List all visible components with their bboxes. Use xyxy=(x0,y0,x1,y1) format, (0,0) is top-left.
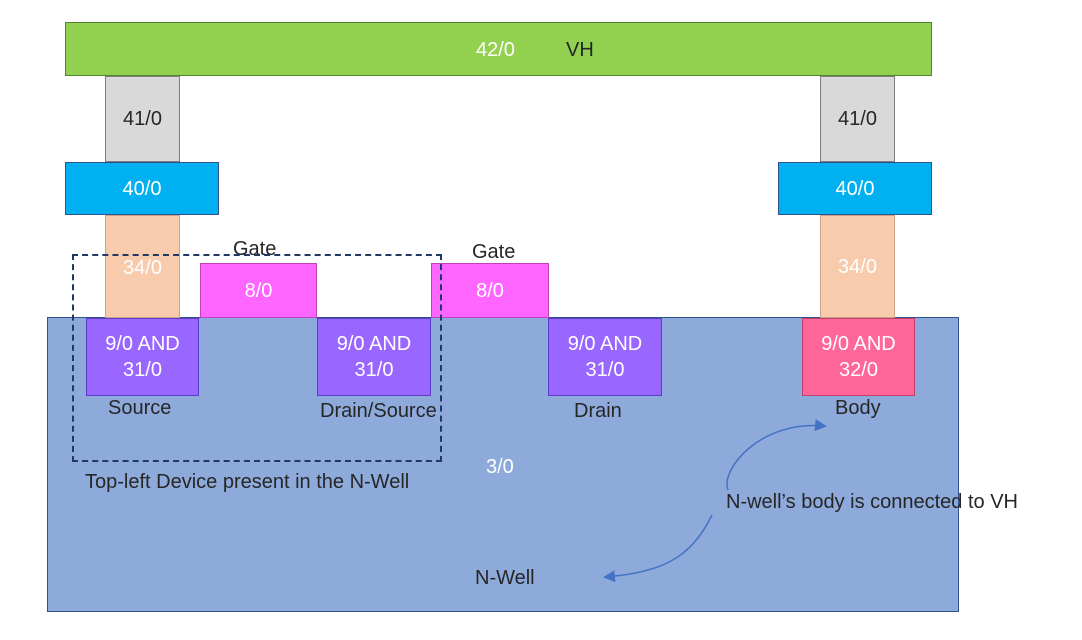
drain-source-label: Drain/Source xyxy=(320,400,437,422)
contact34-right-label: 34/0 xyxy=(838,255,877,278)
poly-gate-right: 8/0 xyxy=(431,263,549,318)
contact34-right: 34/0 xyxy=(820,215,895,318)
diffusion-drain-source: 9/0 AND 31/0 xyxy=(317,318,431,396)
body-label: Body xyxy=(835,397,881,419)
diffusion-drain-source-label: 9/0 AND 31/0 xyxy=(336,333,412,381)
via41-right-label: 41/0 xyxy=(838,108,877,130)
vh-layer-label: 42/0 xyxy=(476,39,515,61)
contact34-left-label: 34/0 xyxy=(123,257,162,279)
via41-left: 41/0 xyxy=(105,76,180,162)
nwell-name-label: N-Well xyxy=(475,567,535,589)
nwell-layer-label: 3/0 xyxy=(486,456,514,478)
device-caption: Top-left Device present in the N-Well xyxy=(85,471,410,493)
via40-left: 40/0 xyxy=(65,162,219,215)
vh-metal-bar xyxy=(65,22,932,76)
via40-left-label: 40/0 xyxy=(122,177,162,200)
via40-right-label: 40/0 xyxy=(835,177,875,200)
diffusion-drain-label: 9/0 AND 31/0 xyxy=(567,333,643,381)
diffusion-body: 9/0 AND 32/0 xyxy=(802,318,915,396)
via40-right: 40/0 xyxy=(778,162,932,215)
poly-gate-left-label: 8/0 xyxy=(244,279,273,302)
connection-note: N-well’s body is connected to VH xyxy=(726,491,1018,513)
contact34-left: 34/0 xyxy=(105,215,180,318)
diffusion-source: 9/0 AND 31/0 xyxy=(86,318,199,396)
source-label: Source xyxy=(108,397,172,419)
drain-label: Drain xyxy=(574,400,622,422)
gate-right-label: Gate xyxy=(472,241,516,263)
poly-gate-right-label: 8/0 xyxy=(476,279,504,302)
via41-left-label: 41/0 xyxy=(123,108,162,130)
diffusion-body-label: 9/0 AND 32/0 xyxy=(821,333,896,381)
device-highlight-box xyxy=(72,254,442,462)
via41-right: 41/0 xyxy=(820,76,895,162)
diffusion-source-label: 9/0 AND 31/0 xyxy=(105,333,180,381)
vh-name-label: VH xyxy=(566,39,594,61)
poly-gate-left: 8/0 xyxy=(200,263,317,318)
diffusion-drain: 9/0 AND 31/0 xyxy=(548,318,662,396)
